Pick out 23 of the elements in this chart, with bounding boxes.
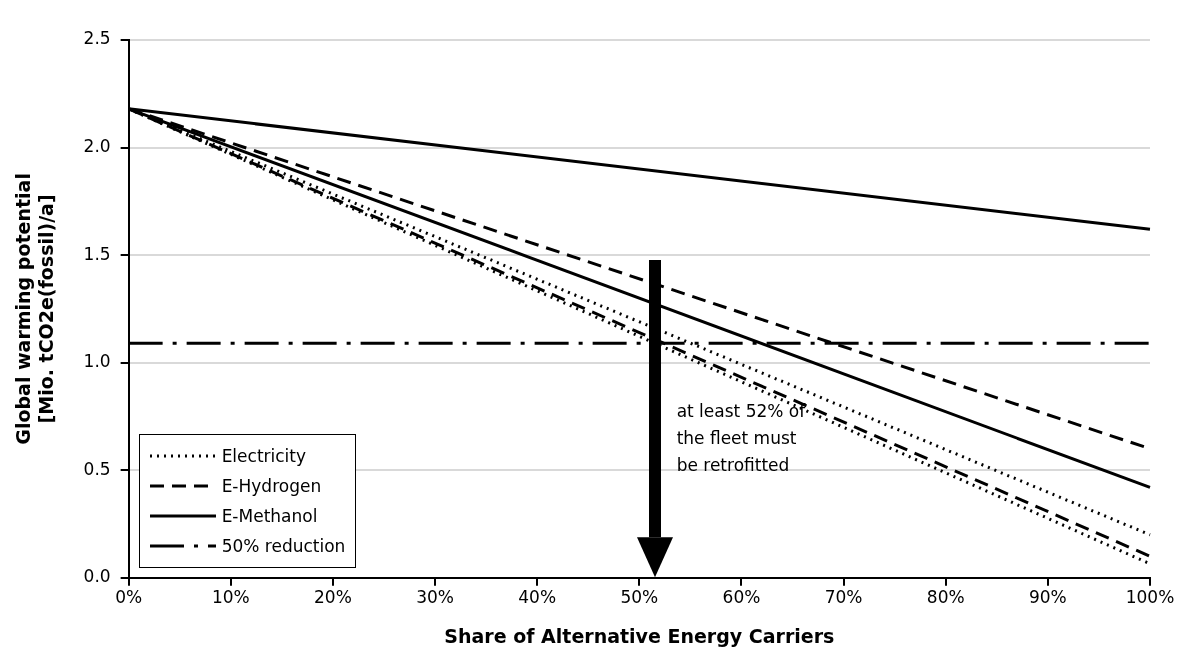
y-tick-label: 2.5 [83,28,111,49]
x-axis-title: Share of Alternative Energy Carriers [444,624,835,647]
y-axis-title: Global warming potential [Mio. tCO2e(fossil)/a] [12,173,58,445]
x-tick-label: 0% [115,587,143,608]
x-tick-label: 60% [722,587,761,608]
x-tick-label: 100% [1125,587,1175,608]
y-tick-label: 1.5 [83,243,111,264]
legend-label: 50% reduction [221,535,346,556]
y-tick-label: 0.0 [83,566,111,587]
x-tick-label: 10% [211,587,250,608]
x-tick-label: 30% [416,587,454,608]
x-tick-label: 20% [314,587,352,608]
y-tick-label: 0.5 [83,458,111,479]
legend-label: E-Methanol [221,505,318,526]
x-tick-label: 70% [824,587,863,608]
x-tick-label: 50% [620,587,659,608]
x-tick-label: 90% [1028,587,1067,608]
x-tick-label: 80% [926,587,965,608]
legend-label: E-Hydrogen [221,475,322,496]
y-tick-label: 1.0 [83,351,111,372]
legend-label: Electricity [221,445,307,466]
y-tick-label: 2.0 [83,135,111,156]
x-tick-label: 40% [518,587,557,608]
